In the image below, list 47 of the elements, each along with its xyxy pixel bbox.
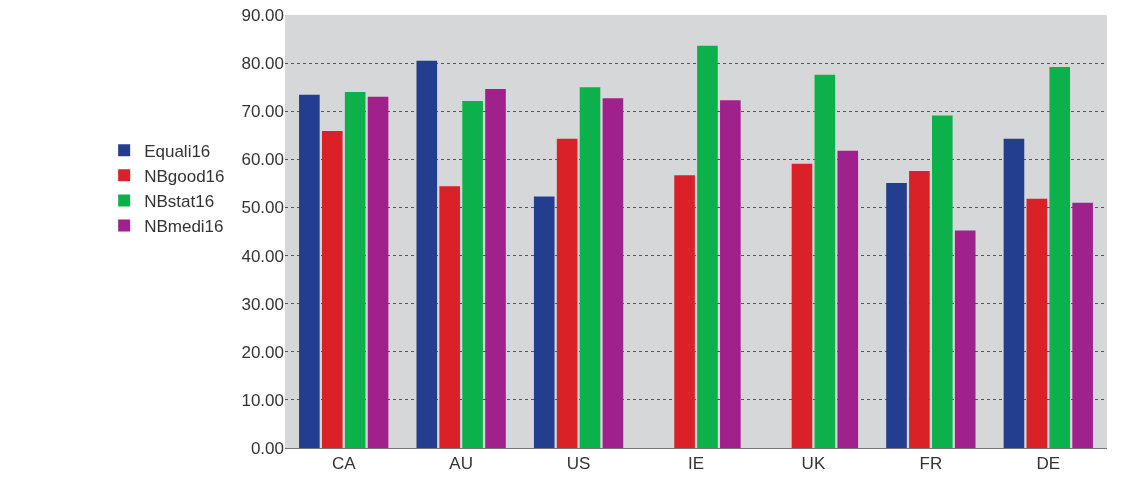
y-tick-label: 90.00 [241,5,284,25]
y-tick-label: 30.00 [241,294,284,314]
bar [462,101,483,448]
bar [814,74,836,448]
x-tick-label: IE [687,454,705,474]
bar [602,98,624,448]
y-tick-label: 20.00 [241,342,284,362]
bar [697,45,718,448]
x-tick-label: FR [919,454,943,474]
x-tick-label: US [566,454,591,474]
y-tick-label: 60.00 [241,150,284,170]
x-tick-label: AU [449,454,473,474]
x-tick-label: CA [331,454,357,474]
bar [1072,202,1093,448]
bar [954,230,976,448]
y-tick-label: 40.00 [241,246,284,266]
bar [1003,138,1025,448]
bar [485,89,506,448]
bar [1049,66,1071,448]
y-tick-label: 50.00 [241,198,284,218]
legend-label: Equali16 [144,141,211,161]
bar [367,96,389,448]
x-tick-label: UK [801,454,826,474]
x-tick-label: DE [1036,454,1061,474]
bar [837,150,859,448]
bar [299,94,320,448]
y-tick-label: 0.00 [250,438,284,458]
legend-label: NBstat16 [144,192,215,212]
y-tick-label: 10.00 [241,390,284,410]
bar [1026,198,1048,448]
bar [321,130,343,448]
bar [344,91,366,448]
y-tick-label: 80.00 [241,54,284,74]
bar [886,182,907,448]
bar [416,60,438,448]
bar [439,186,460,448]
bar [533,196,555,448]
bar [579,87,601,448]
bar [556,138,578,448]
bar [674,175,695,448]
bar [909,170,930,448]
bar [720,100,741,448]
bar [791,163,813,448]
y-tick-label: 70.00 [241,102,284,122]
legend-label: NBmedi16 [144,217,224,237]
legend-label: NBgood16 [144,166,225,186]
bar [932,115,953,448]
